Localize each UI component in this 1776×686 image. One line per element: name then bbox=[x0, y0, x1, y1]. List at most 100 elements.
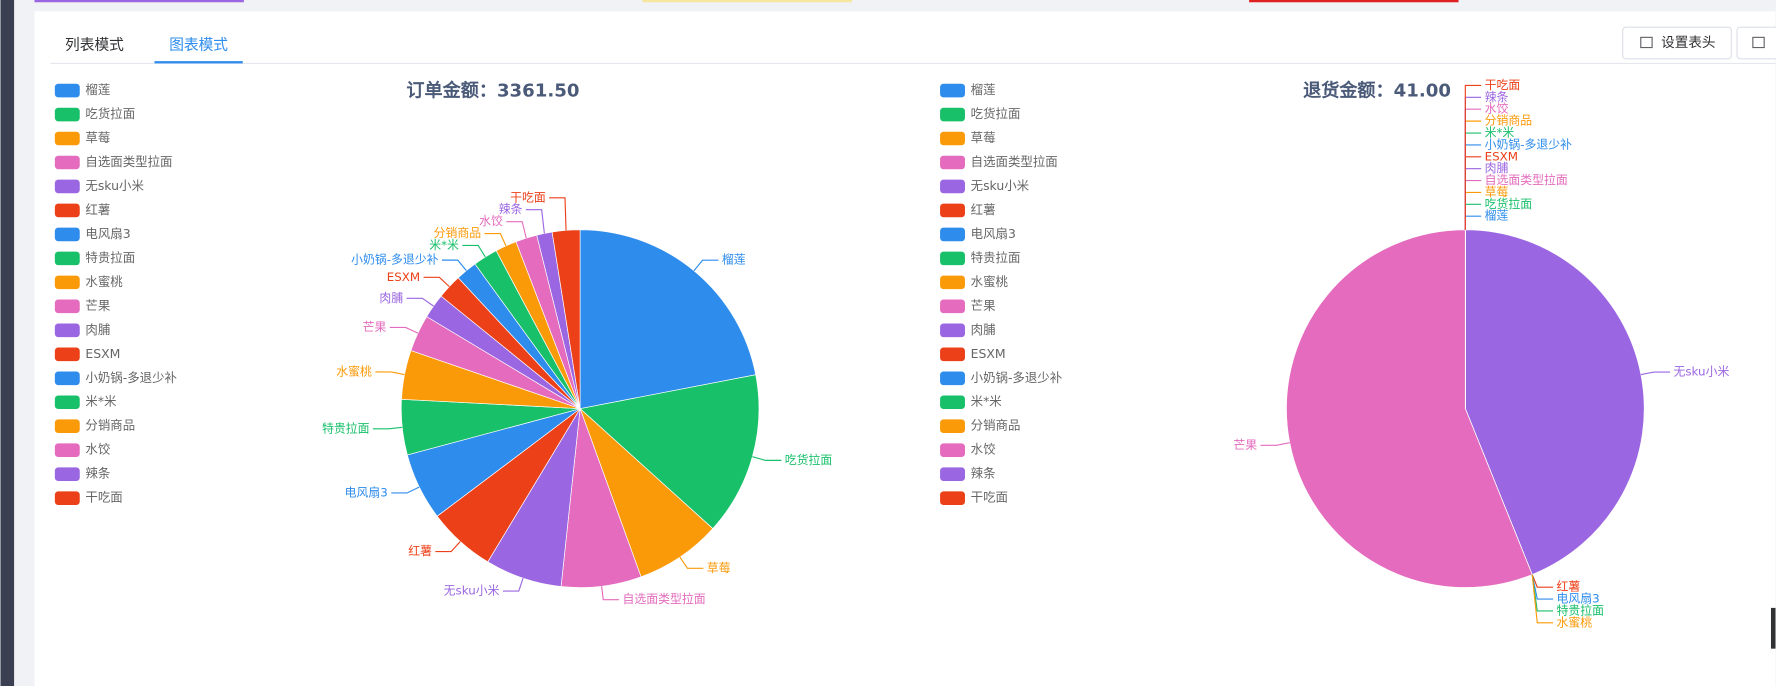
tab[interactable]: 列表模式 bbox=[65, 36, 124, 53]
slice-label: ESXM bbox=[1485, 149, 1518, 163]
legend-swatch bbox=[54, 491, 80, 505]
leader-line bbox=[372, 426, 403, 430]
slice-label: 小奶锅-多退少补 bbox=[351, 253, 439, 267]
pie-slice bbox=[579, 229, 757, 410]
slice-label: 榴莲 bbox=[1485, 209, 1509, 223]
legend-swatch bbox=[940, 443, 965, 457]
leader-line bbox=[549, 197, 567, 231]
legend-label: 草莓 bbox=[85, 130, 110, 145]
legend-swatch bbox=[54, 179, 80, 194]
legend-label: 特贵拉面 bbox=[971, 250, 1021, 265]
legend-label: 分销商品 bbox=[85, 418, 135, 433]
legend-swatch bbox=[940, 299, 965, 314]
legend-label: 水蜜桃 bbox=[971, 274, 1009, 289]
leader-line bbox=[506, 221, 527, 239]
legend-label: ESXM bbox=[971, 346, 1006, 361]
button-label[interactable]: 设置表头 bbox=[1661, 35, 1715, 51]
legend-swatch bbox=[54, 275, 80, 290]
legend-label: 芒果 bbox=[971, 298, 996, 313]
legend-swatch bbox=[940, 203, 965, 218]
legend-label: 水饺 bbox=[971, 442, 996, 457]
leader-line bbox=[679, 556, 704, 569]
legend-swatch bbox=[940, 179, 965, 194]
slice-label: 自选面类型拉面 bbox=[1485, 173, 1568, 187]
legend-label: 草莓 bbox=[971, 130, 996, 145]
legend-swatch bbox=[54, 203, 80, 218]
leader-line bbox=[391, 486, 420, 494]
legend-label: ESXM bbox=[85, 346, 120, 361]
slice-label: ESXM bbox=[387, 270, 420, 284]
legend-swatch bbox=[940, 491, 965, 505]
button-icon bbox=[1640, 36, 1653, 49]
slice-label: 米*米 bbox=[429, 238, 459, 252]
legend-swatch bbox=[940, 347, 965, 362]
legend-swatch bbox=[940, 323, 965, 338]
slice-label: 水饺 bbox=[479, 214, 503, 228]
legend-swatch bbox=[54, 347, 80, 362]
legend-label: 电风扇3 bbox=[85, 226, 130, 241]
legend-label: 肉脯 bbox=[971, 322, 996, 337]
pie-slice bbox=[1464, 229, 1645, 575]
legend-swatch bbox=[940, 131, 965, 146]
slice-label: 电风扇3 bbox=[1557, 592, 1600, 606]
slice-label: 特贵拉面 bbox=[322, 421, 370, 435]
legend-swatch bbox=[54, 83, 80, 98]
button[interactable] bbox=[1736, 26, 1776, 60]
leader-line bbox=[601, 586, 620, 601]
top-bar bbox=[642, 0, 852, 3]
slice-label: 肉脯 bbox=[1485, 161, 1509, 175]
slice-label: 草莓 bbox=[707, 561, 731, 575]
scroll-handle bbox=[1770, 607, 1776, 649]
leader-line bbox=[1260, 442, 1290, 446]
legend-label: 无sku小米 bbox=[85, 178, 144, 193]
legend-swatch bbox=[940, 371, 965, 386]
legend-label: 红薯 bbox=[971, 202, 996, 217]
slice-label: 电风扇3 bbox=[345, 485, 388, 499]
legend-label: 电风扇3 bbox=[971, 226, 1016, 241]
leader-line bbox=[1640, 371, 1671, 376]
legend-swatch bbox=[54, 107, 80, 122]
legend-label: 米*米 bbox=[971, 394, 1003, 409]
legend-label: 榴莲 bbox=[85, 82, 110, 97]
slice-label: 水饺 bbox=[1485, 102, 1509, 116]
top-bar bbox=[34, 0, 244, 3]
tab-active[interactable]: 图表模式 bbox=[169, 36, 228, 53]
chart-title: 退货金额：41.00 bbox=[1303, 80, 1451, 102]
button-icon bbox=[1752, 36, 1765, 49]
slice-label: 草莓 bbox=[1485, 185, 1509, 199]
leader-line bbox=[406, 297, 434, 307]
top-bar bbox=[1249, 0, 1459, 3]
leader-line bbox=[423, 276, 450, 288]
legend-label: 辣条 bbox=[85, 466, 110, 481]
slice-label: 特贵拉面 bbox=[1557, 603, 1605, 617]
legend-label: 特贵拉面 bbox=[85, 250, 135, 265]
leader-line bbox=[693, 259, 719, 272]
legend-label: 自选面类型拉面 bbox=[85, 154, 172, 169]
legend-swatch bbox=[940, 467, 965, 481]
legend-swatch bbox=[54, 155, 80, 170]
legend-label: 吃货拉面 bbox=[971, 106, 1021, 121]
legend-swatch bbox=[54, 227, 80, 242]
slice-label: 榴莲 bbox=[722, 253, 746, 267]
slice-label: 辣条 bbox=[1485, 90, 1509, 104]
slice-label: 吃货拉面 bbox=[785, 453, 833, 467]
legend-swatch bbox=[940, 155, 965, 170]
legend-swatch bbox=[940, 83, 965, 98]
slice-label: 肉脯 bbox=[379, 291, 403, 305]
pie-slice bbox=[579, 374, 760, 530]
slice-label: 小奶锅-多退少补 bbox=[1485, 137, 1573, 151]
slice-label: 红薯 bbox=[408, 544, 432, 558]
leader-line bbox=[502, 578, 524, 592]
legend-label: 水饺 bbox=[85, 442, 110, 457]
slice-label: 水蜜桃 bbox=[336, 364, 372, 378]
leader-line bbox=[435, 541, 461, 553]
legend-label: 肉脯 bbox=[85, 322, 110, 337]
slice-label: 自选面类型拉面 bbox=[622, 592, 705, 606]
button[interactable] bbox=[1622, 26, 1732, 60]
sidebar bbox=[0, 0, 15, 686]
legend-swatch bbox=[940, 395, 965, 410]
legend-swatch bbox=[54, 443, 80, 457]
legend-label: 自选面类型拉面 bbox=[971, 154, 1058, 169]
leader-line bbox=[484, 232, 507, 247]
